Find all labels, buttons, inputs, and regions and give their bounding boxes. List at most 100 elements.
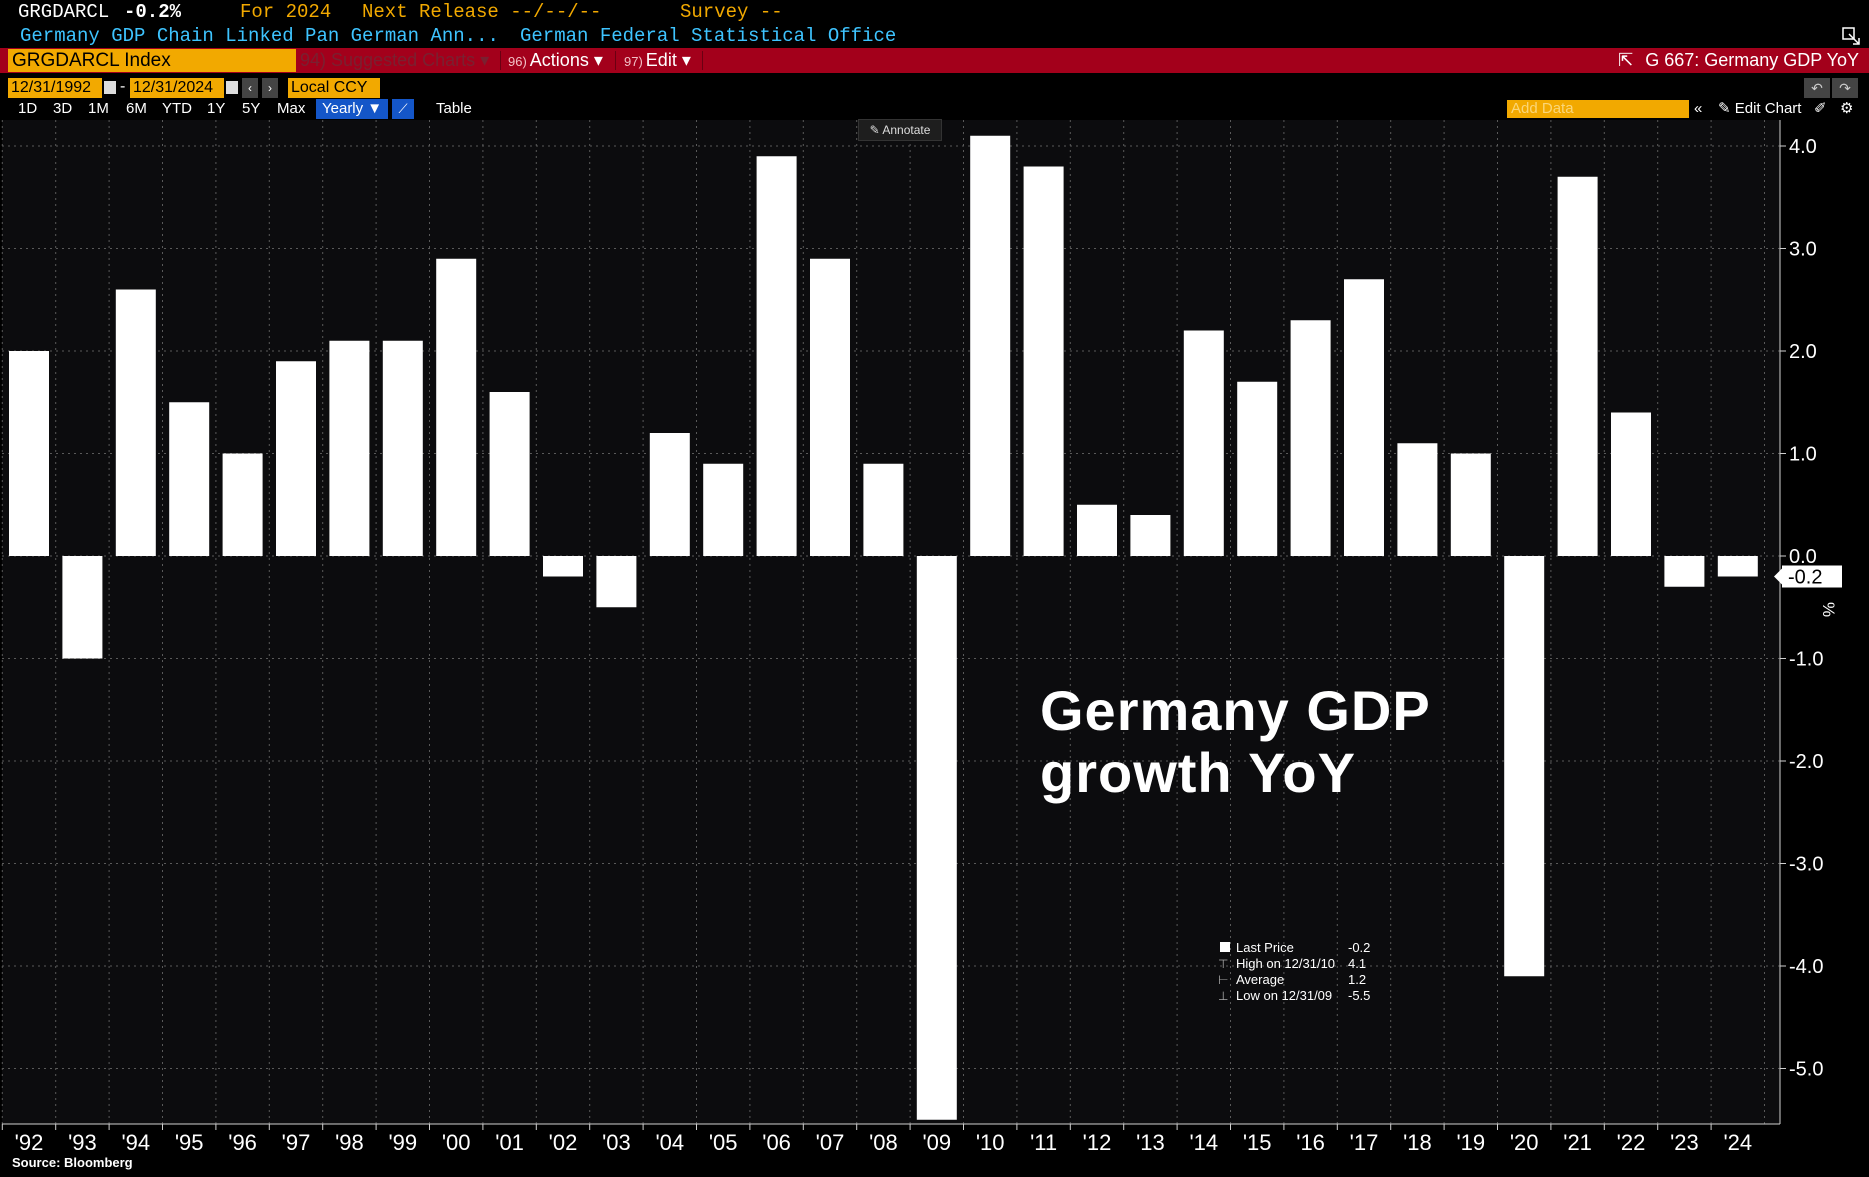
bar-96 — [222, 453, 263, 556]
x-tick-label: '18 — [1403, 1130, 1432, 1155]
ticker-label: GRGDARCL — [18, 1, 110, 23]
suggested-charts-button[interactable]: 94) Suggested Charts ▾ — [300, 50, 490, 70]
x-tick-label: '10 — [976, 1130, 1005, 1155]
period-1m[interactable]: 1M — [88, 100, 109, 117]
last-value-pointer — [1774, 568, 1782, 585]
redo-icon[interactable]: ↷ — [1832, 78, 1858, 98]
last-value-box — [1782, 565, 1842, 588]
bar-14 — [1183, 330, 1224, 556]
x-tick-label: '92 — [15, 1130, 44, 1155]
bar-20 — [1504, 556, 1545, 977]
table-button[interactable]: Table — [436, 100, 472, 117]
x-tick-label: '04 — [655, 1130, 684, 1155]
x-tick-label: '14 — [1189, 1130, 1218, 1155]
x-tick-label: '01 — [495, 1130, 524, 1155]
annotate-button[interactable]: ✎ Annotate — [858, 119, 942, 141]
bar-09 — [916, 556, 957, 1120]
bar-99 — [382, 340, 423, 556]
bar-22 — [1611, 412, 1651, 556]
calendar-icon[interactable] — [226, 81, 238, 94]
x-tick-label: '98 — [335, 1130, 364, 1155]
currency-select[interactable]: Local CCY — [288, 78, 380, 98]
chart-title: Germany GDP growth YoY — [1040, 679, 1430, 804]
expand-icon[interactable] — [1841, 26, 1861, 46]
popout-icon[interactable]: ⇱ — [1618, 50, 1634, 70]
y-tick-label: -1.0 — [1789, 649, 1823, 671]
last-change: -0.2% — [124, 1, 182, 23]
source-organization[interactable]: German Federal Statistical Office — [520, 25, 897, 47]
period-3d[interactable]: 3D — [53, 100, 73, 117]
period-1d[interactable]: 1D — [18, 100, 38, 117]
bar-chart: 4.0 3.0 2.0 1.0 0.0 -1.0 -2.0 -3.0 -4.0 -5.0 -0.2 '… — [1, 120, 1842, 1155]
legend-label: Last Price — [1236, 940, 1294, 955]
date-range-row: 12/31/1992 - 12/31/2024 ‹ › Local CCY ↶ … — [0, 78, 1869, 98]
bar-03 — [596, 556, 637, 608]
ticker-input[interactable]: GRGDARCL Index — [8, 49, 296, 72]
bar-00 — [436, 258, 477, 556]
edit-chart-label: Edit Chart — [1734, 100, 1802, 117]
actions-label: Actions ▾ — [529, 50, 603, 70]
bar-16 — [1290, 320, 1331, 556]
edit-menu[interactable]: 97) Edit ▾ — [618, 48, 697, 73]
edit-label: Edit ▾ — [645, 50, 691, 70]
divider — [500, 51, 501, 70]
x-tick-label: '05 — [709, 1130, 738, 1155]
x-tick-label: '95 — [175, 1130, 204, 1155]
next-release: Next Release --/--/-- — [362, 1, 602, 23]
high-marker-icon: ⊤ — [1218, 957, 1229, 971]
bar-15 — [1237, 381, 1278, 556]
x-tick-label: '23 — [1670, 1130, 1699, 1155]
period-max[interactable]: Max — [277, 100, 306, 117]
actions-menu[interactable]: 96) Actions ▾ — [502, 48, 609, 73]
x-tick-label: '99 — [388, 1130, 417, 1155]
line-chart-icon[interactable]: ⟋ — [392, 99, 414, 119]
bar-97 — [276, 361, 316, 556]
bar-08 — [863, 463, 904, 556]
pencil-icon: ✎ — [869, 123, 883, 137]
bar-98 — [329, 340, 370, 556]
end-date-input[interactable]: 12/31/2024 — [130, 78, 224, 98]
x-tick-label: '20 — [1510, 1130, 1539, 1155]
edit-chart-button[interactable]: ✎ Edit Chart — [1718, 98, 1801, 120]
last-value-label: -0.2 — [1788, 567, 1822, 589]
period-6m[interactable]: 6M — [126, 100, 147, 117]
security-description[interactable]: Germany GDP Chain Linked Pan German Ann.… — [20, 25, 499, 47]
next-arrow-icon[interactable]: › — [262, 78, 278, 98]
x-tick-label: '22 — [1617, 1130, 1646, 1155]
x-tick-label: '13 — [1136, 1130, 1165, 1155]
x-tick-label: '97 — [282, 1130, 311, 1155]
low-marker-icon: ⊥ — [1218, 989, 1229, 1003]
draw-icon[interactable]: ✐ — [1814, 100, 1827, 117]
undo-icon[interactable]: ↶ — [1804, 78, 1830, 98]
x-tick-label: '93 — [68, 1130, 97, 1155]
start-date-input[interactable]: 12/31/1992 — [8, 78, 102, 98]
collapse-icon[interactable]: « — [1694, 100, 1703, 117]
period-5y[interactable]: 5Y — [242, 100, 261, 117]
period-ytd[interactable]: YTD — [162, 100, 192, 117]
calendar-icon[interactable] — [104, 81, 116, 94]
bar-13 — [1130, 515, 1171, 556]
gear-icon[interactable]: ⚙ — [1840, 100, 1854, 117]
x-tick-label: '19 — [1456, 1130, 1485, 1155]
y-axis-unit: % — [1819, 602, 1838, 618]
y-tick-label: 4.0 — [1789, 136, 1817, 158]
y-tick-label: 3.0 — [1789, 239, 1817, 261]
bar-95 — [169, 402, 210, 556]
bar-01 — [489, 392, 530, 556]
period-1y[interactable]: 1Y — [207, 100, 226, 117]
prev-arrow-icon[interactable]: ‹ — [242, 78, 258, 98]
legend-swatch — [1220, 942, 1230, 952]
y-tick-label: -5.0 — [1789, 1059, 1823, 1081]
legend-label: Average — [1236, 972, 1285, 987]
bar-21 — [1557, 176, 1598, 556]
x-tick-label: '16 — [1296, 1130, 1325, 1155]
x-tick-label: '06 — [762, 1130, 791, 1155]
x-tick-label: '00 — [442, 1130, 471, 1155]
bar-18 — [1397, 443, 1438, 556]
x-tick-label: '02 — [549, 1130, 578, 1155]
bar-93 — [62, 556, 103, 659]
bar-23 — [1664, 556, 1705, 587]
page-reference[interactable]: ⇱ G 667: Germany GDP YoY — [1618, 48, 1859, 73]
add-data-input[interactable]: Add Data — [1507, 100, 1689, 118]
frequency-select[interactable]: Yearly ▼ — [316, 99, 389, 119]
